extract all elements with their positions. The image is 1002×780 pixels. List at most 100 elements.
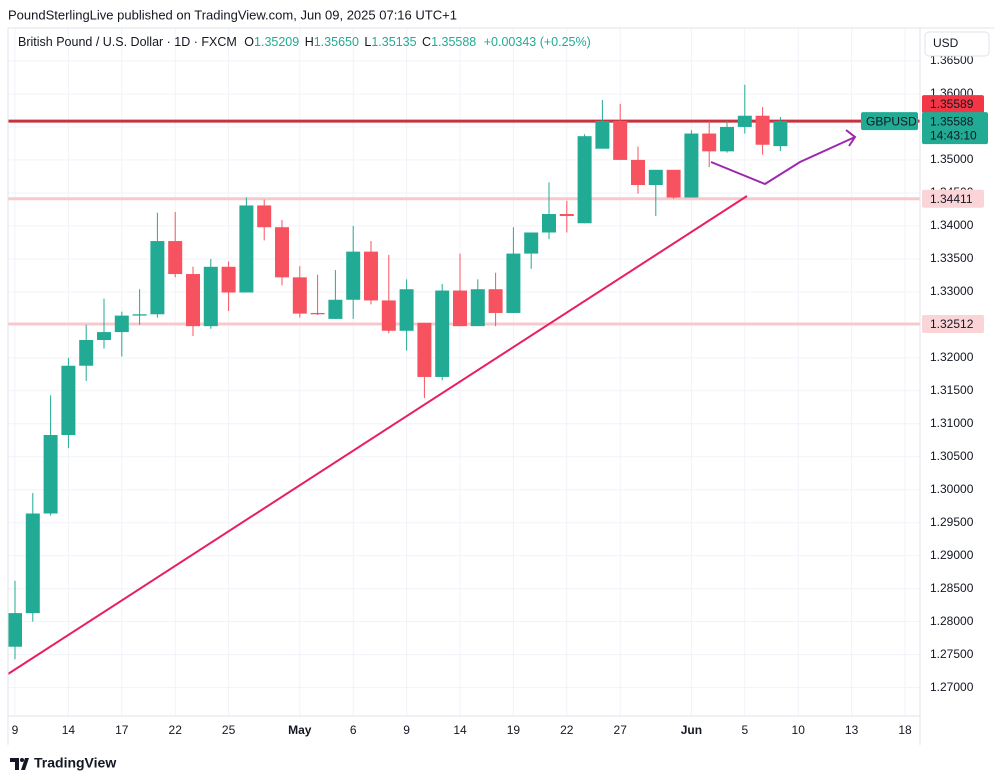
candle-body <box>79 340 94 366</box>
c-value: 1.35588 <box>431 35 476 49</box>
y-tick-label: 1.35000 <box>930 152 974 166</box>
x-tick-label: May <box>288 723 312 737</box>
candle-body <box>773 121 788 147</box>
y-tick-label: 1.32000 <box>930 350 974 364</box>
y-tick-label: 1.36500 <box>930 53 974 67</box>
symbol-badge-label: GBPUSD <box>866 114 917 128</box>
candle-body <box>346 251 361 300</box>
candle-body <box>720 126 734 152</box>
candle-body <box>631 159 645 185</box>
candle-body <box>186 274 200 327</box>
candle-body <box>310 312 325 315</box>
candle-body <box>417 322 432 377</box>
candle-body <box>666 169 681 198</box>
symbol: British Pound / U.S. Dollar · 1D · FXCM <box>18 35 237 49</box>
o-label: O <box>244 35 254 49</box>
currency-box[interactable] <box>924 31 990 57</box>
x-tick-label: 9 <box>403 723 410 737</box>
c-label: C <box>422 35 431 49</box>
candle-body <box>292 277 307 314</box>
level-badge <box>922 189 984 208</box>
candle-body <box>755 115 770 145</box>
level-badge-label: 1.35589 <box>930 97 974 111</box>
x-tick-label: 14 <box>62 723 76 737</box>
x-tick-label: 17 <box>115 723 129 737</box>
x-tick-label: 27 <box>614 723 628 737</box>
y-tick-label: 1.27500 <box>930 647 974 661</box>
candle-body <box>364 251 378 301</box>
legend-row: British Pound / U.S. Dollar · 1D · FXCM … <box>18 35 591 49</box>
y-tick-label: 1.30000 <box>930 482 974 496</box>
candle-body <box>613 121 628 160</box>
candle-body <box>381 300 396 331</box>
candle-body <box>470 289 485 327</box>
y-tick-label: 1.31000 <box>930 416 974 430</box>
o-value: 1.35209 <box>254 35 299 49</box>
candle-body <box>684 133 699 198</box>
x-tick-label: 5 <box>741 723 748 737</box>
currency: USD <box>933 36 959 50</box>
level-badge-label: 1.32512 <box>930 317 974 331</box>
candle-body <box>542 214 556 233</box>
candle-body <box>328 299 343 319</box>
x-tick-label: 14 <box>453 723 467 737</box>
h-value: 1.35650 <box>314 35 359 49</box>
candle-body <box>737 115 752 127</box>
candle-body <box>97 332 111 341</box>
l-value: 1.35135 <box>371 35 416 49</box>
y-tick-label: 1.28000 <box>930 614 974 628</box>
x-tick-label: Jun <box>681 723 702 737</box>
y-tick-label: 1.33500 <box>930 251 974 265</box>
candle-body <box>168 241 183 275</box>
level-badge <box>922 95 984 114</box>
candle-body <box>648 169 663 185</box>
level-badge-label: 1.34411 <box>930 192 973 206</box>
x-tick-label: 6 <box>350 723 357 737</box>
candle-body <box>524 232 539 254</box>
candle-body <box>25 513 40 614</box>
x-tick-label: 13 <box>845 723 859 737</box>
x-tick-label: 25 <box>222 723 236 737</box>
logo-icon <box>10 758 29 770</box>
badges: 1.34411 1.32512 1.35589 GBPUSD 1.3558814:43:… <box>861 95 988 334</box>
last-price-badge <box>922 112 988 145</box>
candle-body <box>506 253 521 313</box>
change: +0.00343 (+0.25%) <box>484 35 591 49</box>
candle-body <box>114 315 129 333</box>
footer-logo <box>10 758 29 770</box>
x-tick-label: 22 <box>560 723 574 737</box>
candle-body <box>577 136 592 224</box>
last-price-label: 1.35588 <box>930 114 974 128</box>
h-label: H <box>305 35 314 49</box>
candle-body <box>453 290 467 327</box>
y-tick-label: 1.34000 <box>930 218 974 232</box>
candle-body <box>257 205 272 228</box>
candles <box>8 84 788 660</box>
symbol-badge <box>861 112 918 131</box>
y-tick-label: 1.33000 <box>930 284 974 298</box>
candle-body <box>150 241 165 315</box>
candle-body <box>435 290 450 377</box>
brand: TradingView <box>34 755 116 771</box>
candle-body <box>595 121 610 149</box>
published-line: PoundSterlingLive published on TradingVi… <box>8 7 457 22</box>
candle-body <box>132 314 147 316</box>
candle-body <box>399 289 414 331</box>
arrow-path <box>710 136 856 186</box>
candle-body <box>488 289 503 313</box>
x-tick-label: 10 <box>792 723 806 737</box>
candle-body <box>43 434 58 514</box>
time-axis: 9 14 17 22 25 May 6 9 14 19 22 27 Jun 5 10 13 18 <box>12 723 912 737</box>
y-tick-label: 1.29000 <box>930 548 974 562</box>
candle-body <box>275 227 289 278</box>
candle-body <box>239 205 254 293</box>
candle-body <box>203 266 218 327</box>
level-badge <box>922 315 984 334</box>
y-tick-label: 1.27000 <box>930 680 974 694</box>
x-tick-label: 18 <box>898 723 912 737</box>
candle-body <box>559 214 574 216</box>
logo-dot <box>20 758 24 762</box>
candle-body <box>702 133 717 152</box>
